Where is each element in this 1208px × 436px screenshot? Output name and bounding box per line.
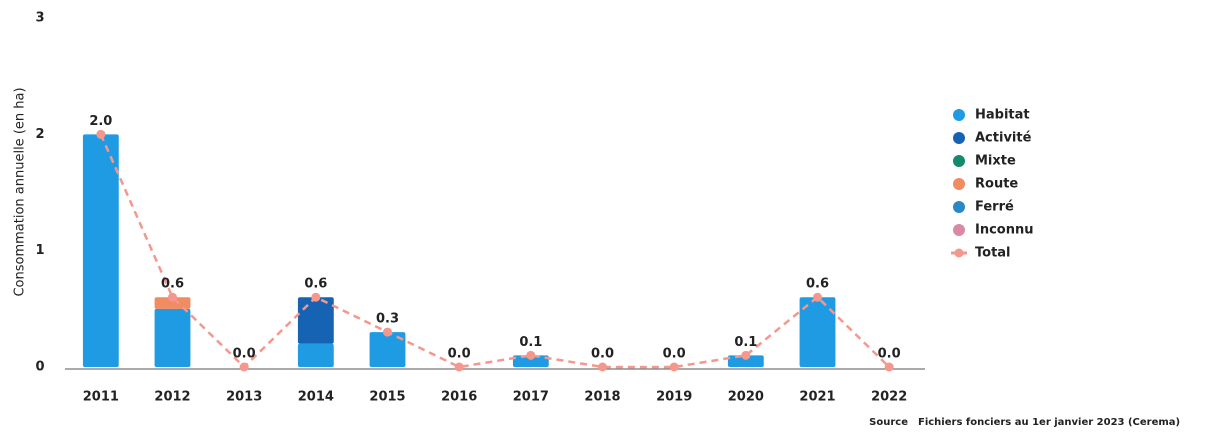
x-tick-label: 2022 <box>871 390 907 405</box>
total-label: 0.6 <box>161 277 184 292</box>
source: Fichiers fonciers au 1er janvier 2023 (C… <box>918 417 1180 428</box>
total-point <box>598 362 607 372</box>
total-label: 0.1 <box>519 335 542 350</box>
x-tick-label: 2012 <box>154 390 190 405</box>
total-line <box>99 133 891 369</box>
legend-label: Activité <box>975 131 1032 146</box>
legend-label: Total <box>975 246 1011 261</box>
legend-swatch <box>953 155 965 167</box>
legend-label: Inconnu <box>975 223 1034 238</box>
x-tick-label: 2019 <box>656 390 692 405</box>
x-tick-label: 2016 <box>441 390 477 405</box>
x-tick-label: 2015 <box>369 390 405 405</box>
legend-swatch <box>953 224 965 236</box>
legend-label: Habitat <box>975 108 1030 123</box>
x-tick-label: 2011 <box>83 390 119 405</box>
legend-swatch <box>954 248 964 258</box>
total-label: 0.0 <box>878 347 901 362</box>
total-point <box>311 292 321 302</box>
legend-label: Route <box>975 177 1018 192</box>
total-label: 0.1 <box>734 335 757 350</box>
y-tick-label: 0 <box>35 360 44 375</box>
total-label: 0.3 <box>376 312 399 327</box>
legend-label: Ferré <box>975 200 1014 215</box>
y-tick-label: 1 <box>35 243 44 258</box>
x-tick-label: 2018 <box>584 390 620 405</box>
legend-swatch <box>953 132 965 144</box>
legend-label: Mixte <box>975 154 1016 169</box>
bar-segment <box>369 332 406 367</box>
y-tick-label: 3 <box>35 11 44 26</box>
bar-segment <box>799 297 836 367</box>
legend-swatch <box>953 109 965 121</box>
bar-segment <box>297 343 334 367</box>
bar-segment <box>82 134 119 367</box>
x-tick-label: 2013 <box>226 390 262 405</box>
total-point <box>168 292 177 302</box>
total-label: 0.0 <box>233 347 256 362</box>
total-point <box>526 350 536 360</box>
bar-segment <box>297 297 334 344</box>
y-axis-title: Consommation annuelle (en ha) <box>13 87 28 296</box>
bar-segment <box>727 355 764 367</box>
bar-segment <box>154 308 191 367</box>
total-label: 0.6 <box>806 277 829 292</box>
total-point <box>239 362 249 372</box>
total-label: 0.0 <box>448 347 471 362</box>
total-point <box>813 292 822 302</box>
total-point <box>884 362 894 372</box>
y-tick-label: 2 <box>35 127 44 142</box>
total-point <box>383 327 392 337</box>
total-label: 0.6 <box>304 277 327 292</box>
legend-swatch <box>953 201 965 213</box>
x-tick-label: 2017 <box>513 390 549 405</box>
total-label: 0.0 <box>663 347 686 362</box>
total-point <box>741 350 751 360</box>
source-label: Source <box>869 417 908 428</box>
total-point <box>96 129 106 139</box>
total-point <box>454 362 464 372</box>
total-label: 2.0 <box>89 114 112 129</box>
x-tick-label: 2021 <box>799 390 835 405</box>
x-tick-label: 2020 <box>728 390 764 405</box>
total-label: 0.0 <box>591 347 614 362</box>
bar-segment <box>154 297 191 309</box>
x-tick-label: 2014 <box>298 390 334 405</box>
total-point <box>669 362 679 372</box>
bar-segment <box>512 355 549 367</box>
legend-swatch <box>953 178 965 190</box>
